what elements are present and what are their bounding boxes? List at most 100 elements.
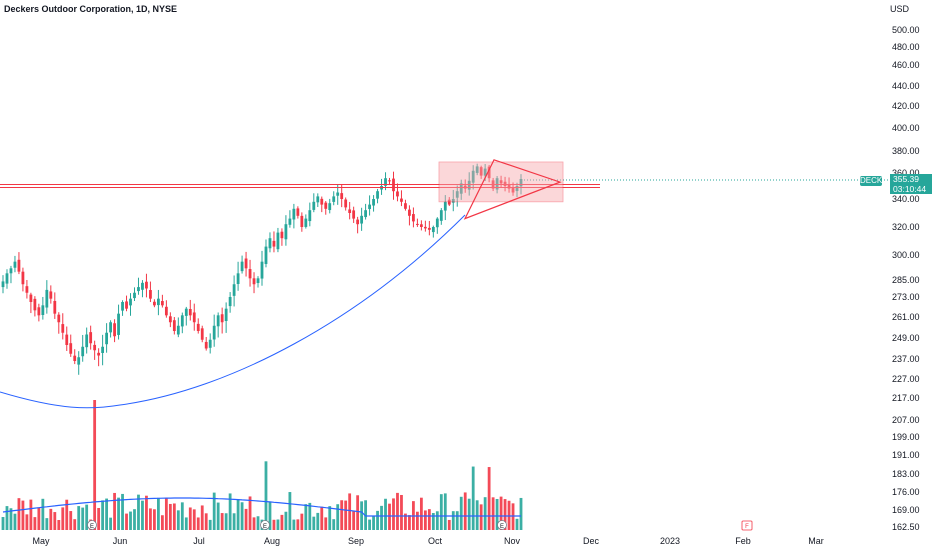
volume-bar <box>168 503 172 530</box>
volume-bar <box>216 502 220 530</box>
price-tick-label: 199.00 <box>892 432 920 442</box>
volume-bar <box>109 517 112 530</box>
volume-bar <box>57 519 61 530</box>
candle-body <box>33 298 37 311</box>
volume-bar <box>33 517 37 530</box>
candle-body <box>284 224 288 240</box>
candle-body <box>196 323 200 331</box>
candle-body <box>216 315 220 327</box>
time-tick-label: May <box>32 536 50 546</box>
candle-body <box>300 215 304 227</box>
volume-bar <box>37 507 41 530</box>
volume-bar <box>69 511 73 530</box>
candle-body <box>184 308 188 316</box>
candle-body <box>65 334 69 345</box>
consolidation-zone <box>438 161 564 203</box>
candle-body <box>25 286 29 293</box>
volume-bar <box>308 502 312 530</box>
volume-bar <box>427 509 431 530</box>
price-tick-label: 420.00 <box>892 101 920 111</box>
volume-bar <box>483 497 487 530</box>
candle-body <box>435 218 439 228</box>
price-tick-label: 400.00 <box>892 123 920 133</box>
candle-body <box>248 269 252 279</box>
candle-body <box>244 258 248 269</box>
candle-body <box>252 278 256 285</box>
volume-bar <box>288 492 292 530</box>
volume-bar <box>129 511 132 530</box>
candle-body <box>348 209 352 213</box>
volume-bar <box>352 511 356 530</box>
candle-body <box>160 301 164 306</box>
volume-bar <box>149 508 152 530</box>
price-tick-label: 500.00 <box>892 25 920 35</box>
volume-bar <box>292 519 296 530</box>
candle-body <box>352 210 356 219</box>
price-tick-label: 227.00 <box>892 374 920 384</box>
price-tick-label: 183.00 <box>892 469 920 479</box>
volume-bar <box>21 500 25 530</box>
volume-bar <box>49 508 53 530</box>
volume-bar <box>276 519 280 530</box>
volume-bar <box>360 501 364 530</box>
price-tick-label: 460.00 <box>892 60 920 70</box>
candle-body <box>49 291 53 299</box>
price-tick-label: 191.00 <box>892 450 920 460</box>
volume-bar <box>416 511 419 530</box>
volume-bar <box>81 507 85 530</box>
volume-bar <box>17 498 21 530</box>
price-tick-label: 300.00 <box>892 250 920 260</box>
candle-body <box>280 231 284 239</box>
volume-bar <box>172 503 176 530</box>
earnings-marker-label: E <box>500 524 504 530</box>
candle-body <box>423 226 427 229</box>
currency-label: USD <box>890 4 910 14</box>
candle-body <box>483 168 487 176</box>
volume-bar <box>65 499 69 530</box>
earnings-marker <box>497 520 507 530</box>
volume-bar <box>455 511 459 530</box>
volume-bar <box>471 466 475 530</box>
candle-body <box>360 215 364 224</box>
candle-body <box>396 191 399 197</box>
candle-body <box>368 204 371 210</box>
time-tick-label: Feb <box>735 536 751 546</box>
time-tick-label: Dec <box>583 536 600 546</box>
candles-layer <box>1 163 523 375</box>
price-tick-label: 440.00 <box>892 81 920 91</box>
upcoming-event-label: F <box>745 524 749 530</box>
volume-bar <box>320 506 324 530</box>
candle-body <box>105 332 108 345</box>
candle-body <box>176 325 180 335</box>
volume-bar <box>188 507 192 530</box>
candle-body <box>443 201 447 211</box>
candle-body <box>85 334 89 348</box>
candle-body <box>451 199 455 203</box>
candle-body <box>5 273 9 284</box>
volume-bar <box>192 509 196 530</box>
volume-bar <box>404 513 407 530</box>
volume-bar <box>324 517 328 530</box>
volume-bar <box>196 517 200 530</box>
price-tick-label: 261.00 <box>892 312 920 322</box>
candle-body <box>117 313 120 335</box>
volume-bar <box>97 507 101 530</box>
volume-bar <box>1 517 5 530</box>
candle-body <box>61 324 65 333</box>
volume-bar <box>316 512 320 530</box>
volume-bar <box>224 513 228 530</box>
volume-bar <box>145 495 148 530</box>
price-tick-label: 273.00 <box>892 292 920 302</box>
symbol-badge[interactable]: DECK <box>860 176 883 186</box>
candle-body <box>332 196 336 202</box>
volume-bar <box>212 492 216 530</box>
upcoming-event-marker <box>741 520 753 531</box>
volume-bar <box>41 498 45 530</box>
volume-bar <box>487 467 491 530</box>
candle-body <box>328 203 332 211</box>
volume-bar <box>479 504 483 530</box>
volume-bar <box>268 501 272 530</box>
